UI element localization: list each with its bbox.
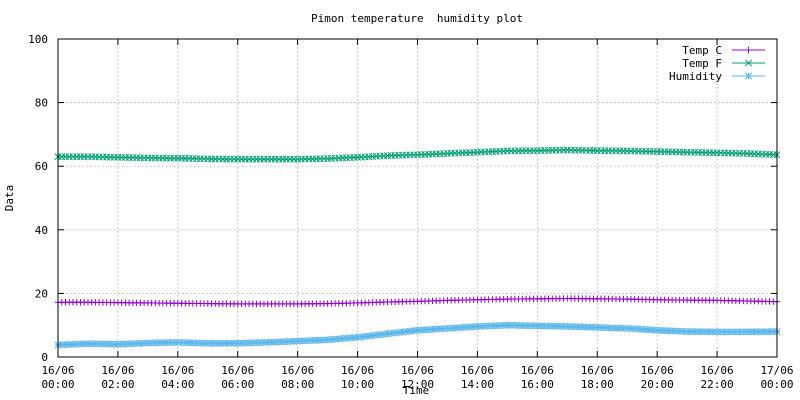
series-temp-f	[54, 146, 781, 163]
y-tick-label: 100	[28, 33, 48, 46]
x-tick-label-time: 02:00	[101, 378, 134, 391]
x-tick-label-time: 08:00	[281, 378, 314, 391]
x-tick-label-time: 16:00	[521, 378, 554, 391]
x-tick-label-time: 06:00	[221, 378, 254, 391]
x-tick-label-date: 16/06	[641, 364, 674, 377]
y-tick-label: 60	[35, 160, 48, 173]
x-tick-label-date: 16/06	[221, 364, 254, 377]
chart-title: Pimon temperature humidity plot	[311, 12, 523, 25]
x-tick-label-date: 16/06	[581, 364, 614, 377]
y-tick-label: 80	[35, 97, 48, 110]
series-point	[649, 326, 657, 334]
x-tick-label-time: 00:00	[760, 378, 793, 391]
x-tick-label-time: 10:00	[341, 378, 374, 391]
x-tick-label-time: 18:00	[581, 378, 614, 391]
x-tick-label-date: 16/06	[161, 364, 194, 377]
plot-frame	[57, 38, 778, 358]
x-tick-label-time: 20:00	[641, 378, 674, 391]
x-tick-label-date: 16/06	[701, 364, 734, 377]
x-tick-label-date: 16/06	[101, 364, 134, 377]
x-tick-label-time: 14:00	[461, 378, 494, 391]
x-tick-label-date: 16/06	[341, 364, 374, 377]
x-tick-label-date: 16/06	[401, 364, 434, 377]
y-axis-label: Data	[3, 185, 16, 212]
axes: 02040608010016/0600:0016/0602:0016/0604:…	[28, 33, 793, 391]
x-tick-label-time: 22:00	[701, 378, 734, 391]
x-tick-label-date: 16/06	[521, 364, 554, 377]
series-humidity	[54, 321, 781, 349]
x-axis-label: Time	[403, 384, 430, 397]
x-tick-label-time: 12:00	[401, 378, 434, 391]
x-tick-label-date: 17/06	[760, 364, 793, 377]
series-layer	[54, 146, 781, 349]
x-tick-label-date: 16/06	[281, 364, 314, 377]
y-tick-label: 0	[41, 351, 48, 364]
x-tick-label-date: 16/06	[461, 364, 494, 377]
series-temp-c	[54, 295, 781, 308]
legend-marker	[744, 72, 753, 80]
x-tick-label-time: 00:00	[41, 378, 74, 391]
legend-label: Temp F	[682, 57, 722, 70]
legend-marker	[744, 59, 753, 67]
legend-label: Temp C	[682, 44, 722, 57]
x-tick-label-time: 04:00	[161, 378, 194, 391]
grid-lines	[58, 39, 777, 357]
legend-label: Humidity	[669, 70, 722, 83]
x-tick-label-date: 16/06	[41, 364, 74, 377]
y-tick-label: 20	[35, 287, 48, 300]
legend-marker	[745, 46, 752, 54]
y-tick-label: 40	[35, 224, 48, 237]
